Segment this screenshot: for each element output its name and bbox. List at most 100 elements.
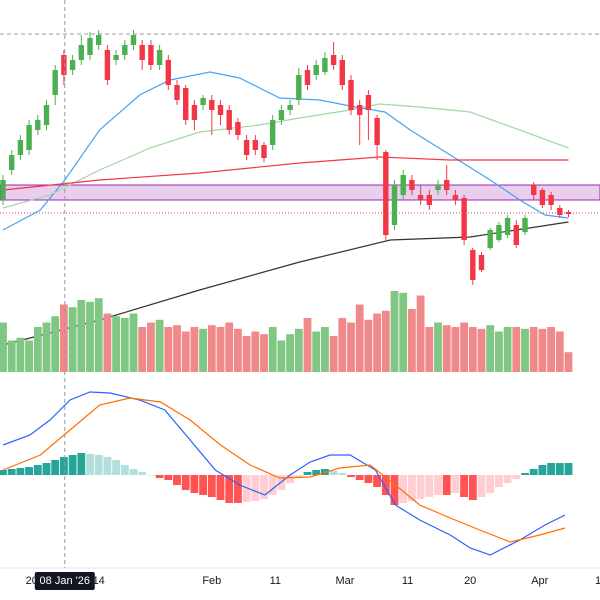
histogram-bar [416, 475, 425, 499]
volume-bar [286, 334, 295, 372]
volume-bar [120, 318, 129, 372]
candle-body [17, 140, 24, 155]
histogram-bar [425, 475, 434, 497]
volume-bar [555, 331, 564, 372]
candle-body [409, 180, 415, 190]
volume-bar [416, 295, 425, 372]
zone-band [0, 184, 600, 201]
candle-body [139, 45, 145, 60]
histogram-bar [173, 475, 181, 485]
histogram-bar [51, 460, 60, 475]
candle-body [96, 35, 102, 45]
volume-bar [451, 327, 460, 372]
histogram-bar [199, 475, 208, 495]
volume-bar [51, 316, 60, 372]
histogram-bar [16, 468, 25, 475]
candle-body [130, 35, 137, 45]
histogram-bar [129, 469, 138, 475]
volume-bar [381, 310, 390, 372]
histogram-bar [555, 463, 564, 475]
candle-body [61, 55, 67, 75]
candle-body [0, 180, 6, 200]
volume-bar [468, 327, 477, 372]
histogram-bar [0, 470, 7, 475]
candle-body [478, 255, 485, 270]
volume-bar [373, 313, 382, 372]
candle-body [557, 208, 563, 215]
histogram-bar [216, 475, 225, 500]
candle-body [513, 225, 520, 245]
histogram-bar [355, 475, 364, 480]
candle-body [435, 185, 441, 190]
volume-bar [364, 319, 373, 372]
candle-body [565, 212, 572, 214]
volume-bar [547, 327, 556, 372]
candle-body [531, 185, 537, 195]
candle-body [209, 100, 215, 110]
volume-bar [355, 304, 364, 372]
volume-bar [303, 318, 312, 372]
x-tick-label: Mar [335, 575, 354, 587]
volume-bar [477, 328, 486, 372]
histogram-bar [390, 475, 399, 505]
macd-line [2, 391, 566, 556]
volume-bar [338, 318, 347, 372]
candle-body [252, 140, 259, 150]
x-tick-label: 11 [270, 575, 281, 587]
volume-bar [112, 316, 121, 372]
candle-body [504, 218, 511, 235]
candle-body [348, 80, 354, 110]
histogram-bar [503, 475, 512, 483]
volume-bar [216, 327, 225, 372]
volume-bar [564, 352, 573, 372]
histogram-bar [25, 467, 34, 475]
histogram-bar [407, 475, 416, 501]
histogram-bar [442, 475, 451, 495]
volume-bar [494, 331, 503, 372]
volume-bar [173, 325, 181, 372]
histogram-bar [373, 475, 382, 487]
candle-body [374, 118, 380, 145]
histogram-bar [286, 475, 295, 483]
histogram-bar [42, 463, 51, 475]
histogram-bar [138, 472, 147, 475]
volume-bar [442, 325, 451, 372]
candle-body [313, 65, 319, 75]
candle-body [200, 98, 206, 105]
histogram-bar [94, 455, 103, 475]
histogram-bar [521, 473, 529, 475]
x-tick-label: 20 [464, 575, 476, 587]
candle-body [426, 195, 433, 205]
candle-body [148, 45, 154, 65]
candle-body [383, 152, 389, 235]
candle-body [339, 60, 346, 85]
candle-body [304, 70, 311, 85]
volume-bar [155, 319, 164, 372]
candle-body [104, 50, 111, 80]
histogram-bar [338, 473, 347, 475]
histogram-bar [547, 463, 556, 475]
macd-pane [0, 391, 573, 556]
candle-body [35, 120, 41, 130]
volume-bar [77, 300, 86, 372]
histogram-bar [190, 475, 199, 493]
moving-average [2, 103, 569, 209]
volume-bar [181, 331, 190, 372]
candle-body [322, 58, 328, 72]
candle-body [235, 122, 241, 135]
candle-body [365, 95, 372, 110]
histogram-bar [460, 475, 469, 497]
volume-bar [7, 340, 16, 372]
histogram-bar [451, 475, 460, 493]
histogram-bar [477, 475, 486, 497]
candle-body [243, 140, 250, 155]
histogram-bar [312, 470, 321, 475]
candle-body [9, 155, 15, 170]
volume-bar [242, 336, 251, 372]
volume-bar [0, 322, 7, 372]
histogram-bar [486, 475, 495, 493]
candle-body [287, 105, 293, 110]
histogram-bar [120, 465, 129, 475]
time-axis: 20 14 Feb 11 Mar 11 20 Apr 108 Jan '26 [26, 572, 600, 590]
histogram-bar [364, 475, 373, 483]
